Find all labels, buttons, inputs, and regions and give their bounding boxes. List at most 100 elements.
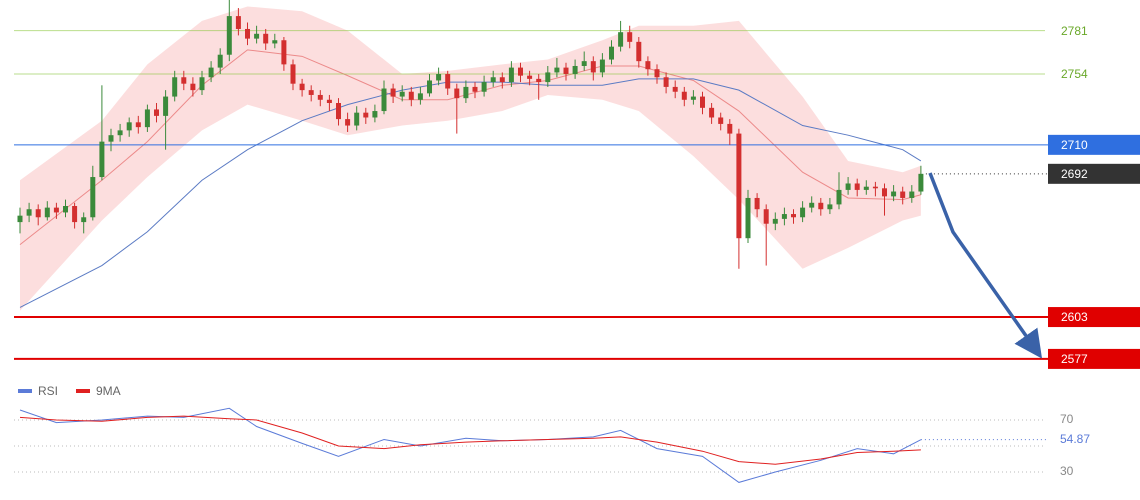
candle-body — [800, 207, 806, 218]
candle-body — [336, 103, 341, 120]
candle-body — [809, 202, 815, 208]
candle-body — [436, 74, 442, 81]
candle-body — [172, 77, 178, 97]
candle-body — [645, 61, 651, 70]
y-tick-label: 70 — [1060, 412, 1074, 426]
level-label: 2577 — [1061, 352, 1088, 366]
candle-body — [909, 191, 915, 198]
candle-body — [235, 16, 241, 29]
candle-body — [208, 67, 214, 78]
legend-label: 9MA — [96, 384, 121, 398]
candle-body — [854, 183, 860, 190]
candle-body — [408, 91, 414, 100]
candle-body — [791, 214, 796, 218]
rsi-line — [19, 415, 921, 465]
candle-body — [599, 59, 605, 73]
candle-body — [863, 186, 869, 190]
candle-body — [627, 32, 633, 42]
candle-body — [445, 74, 451, 89]
level-label: 2754 — [1061, 67, 1088, 81]
level-label: 2781 — [1061, 24, 1088, 38]
candle-body — [718, 117, 724, 124]
candle-body — [363, 112, 369, 118]
candle-body — [117, 130, 123, 136]
candle-body — [63, 206, 68, 213]
legend-swatch — [18, 389, 32, 393]
legend-swatch — [76, 389, 90, 393]
candle-body — [527, 75, 533, 79]
candle-body — [536, 78, 542, 83]
candle-body — [272, 40, 278, 44]
candle-body — [163, 96, 169, 116]
candle-body — [581, 61, 587, 66]
candle-body — [326, 99, 332, 104]
y-tick-label: 30 — [1060, 464, 1074, 478]
candle-body — [44, 207, 50, 218]
candle-body — [754, 197, 760, 210]
candle-body — [872, 186, 878, 189]
candle-body — [26, 209, 32, 216]
candle-body — [918, 173, 924, 192]
candle-body — [499, 77, 505, 83]
candle-body — [17, 215, 23, 223]
candle-body — [472, 86, 478, 92]
forecast-arrow — [928, 172, 1043, 359]
candle-body — [545, 72, 551, 83]
candle-body — [636, 41, 642, 62]
candle-body — [518, 67, 523, 76]
candle-body — [181, 77, 187, 84]
candle-body — [53, 207, 59, 213]
candle-body — [690, 96, 696, 100]
level-label-box — [1048, 348, 1140, 369]
candle-body — [417, 93, 423, 100]
candle-body — [390, 88, 396, 97]
candle-body — [481, 82, 487, 92]
candle-body — [144, 109, 150, 128]
candle-body — [72, 206, 78, 223]
level-label: 2692 — [1061, 167, 1088, 181]
candle-body — [245, 28, 250, 39]
candle-body — [399, 91, 405, 97]
candle-body — [381, 88, 387, 112]
candle-body — [727, 123, 733, 134]
candle-body — [290, 64, 296, 84]
candle-body — [354, 112, 360, 126]
candle-body — [454, 88, 460, 99]
candle-body — [709, 107, 715, 118]
candle-body — [891, 191, 897, 197]
candle-body — [700, 96, 705, 108]
candle-body — [900, 191, 906, 198]
candle-body — [345, 119, 351, 126]
candle-body — [508, 67, 514, 83]
candle-body — [81, 217, 87, 223]
candle-body — [618, 32, 624, 47]
candle-body — [672, 86, 678, 92]
candle-body — [190, 83, 196, 91]
level-label: 2710 — [1061, 138, 1088, 152]
candle-body — [772, 218, 778, 224]
candle-body — [199, 77, 205, 91]
candle-body — [763, 209, 769, 224]
candle-body — [35, 209, 41, 218]
candle-body — [554, 67, 560, 73]
level-label-box — [1048, 163, 1140, 184]
rsi-line — [19, 407, 922, 483]
candle-body — [126, 122, 132, 131]
candle-body — [563, 67, 569, 75]
candle-body — [372, 111, 378, 118]
candle-body — [781, 214, 787, 219]
candle-body — [217, 54, 223, 68]
candle-body — [836, 189, 842, 205]
level-label-box — [1048, 307, 1140, 328]
candle-body — [654, 69, 660, 78]
rsi-panel: 70 30 RSI 9MA 54.87 — [14, 384, 1090, 483]
candle-body — [590, 61, 596, 73]
candle-body — [490, 77, 496, 83]
candle-body — [745, 197, 751, 239]
candle-body — [317, 94, 323, 100]
candle-body — [90, 177, 96, 218]
candle-body — [427, 80, 432, 94]
candle-body — [108, 135, 114, 142]
candle-body — [827, 204, 833, 210]
